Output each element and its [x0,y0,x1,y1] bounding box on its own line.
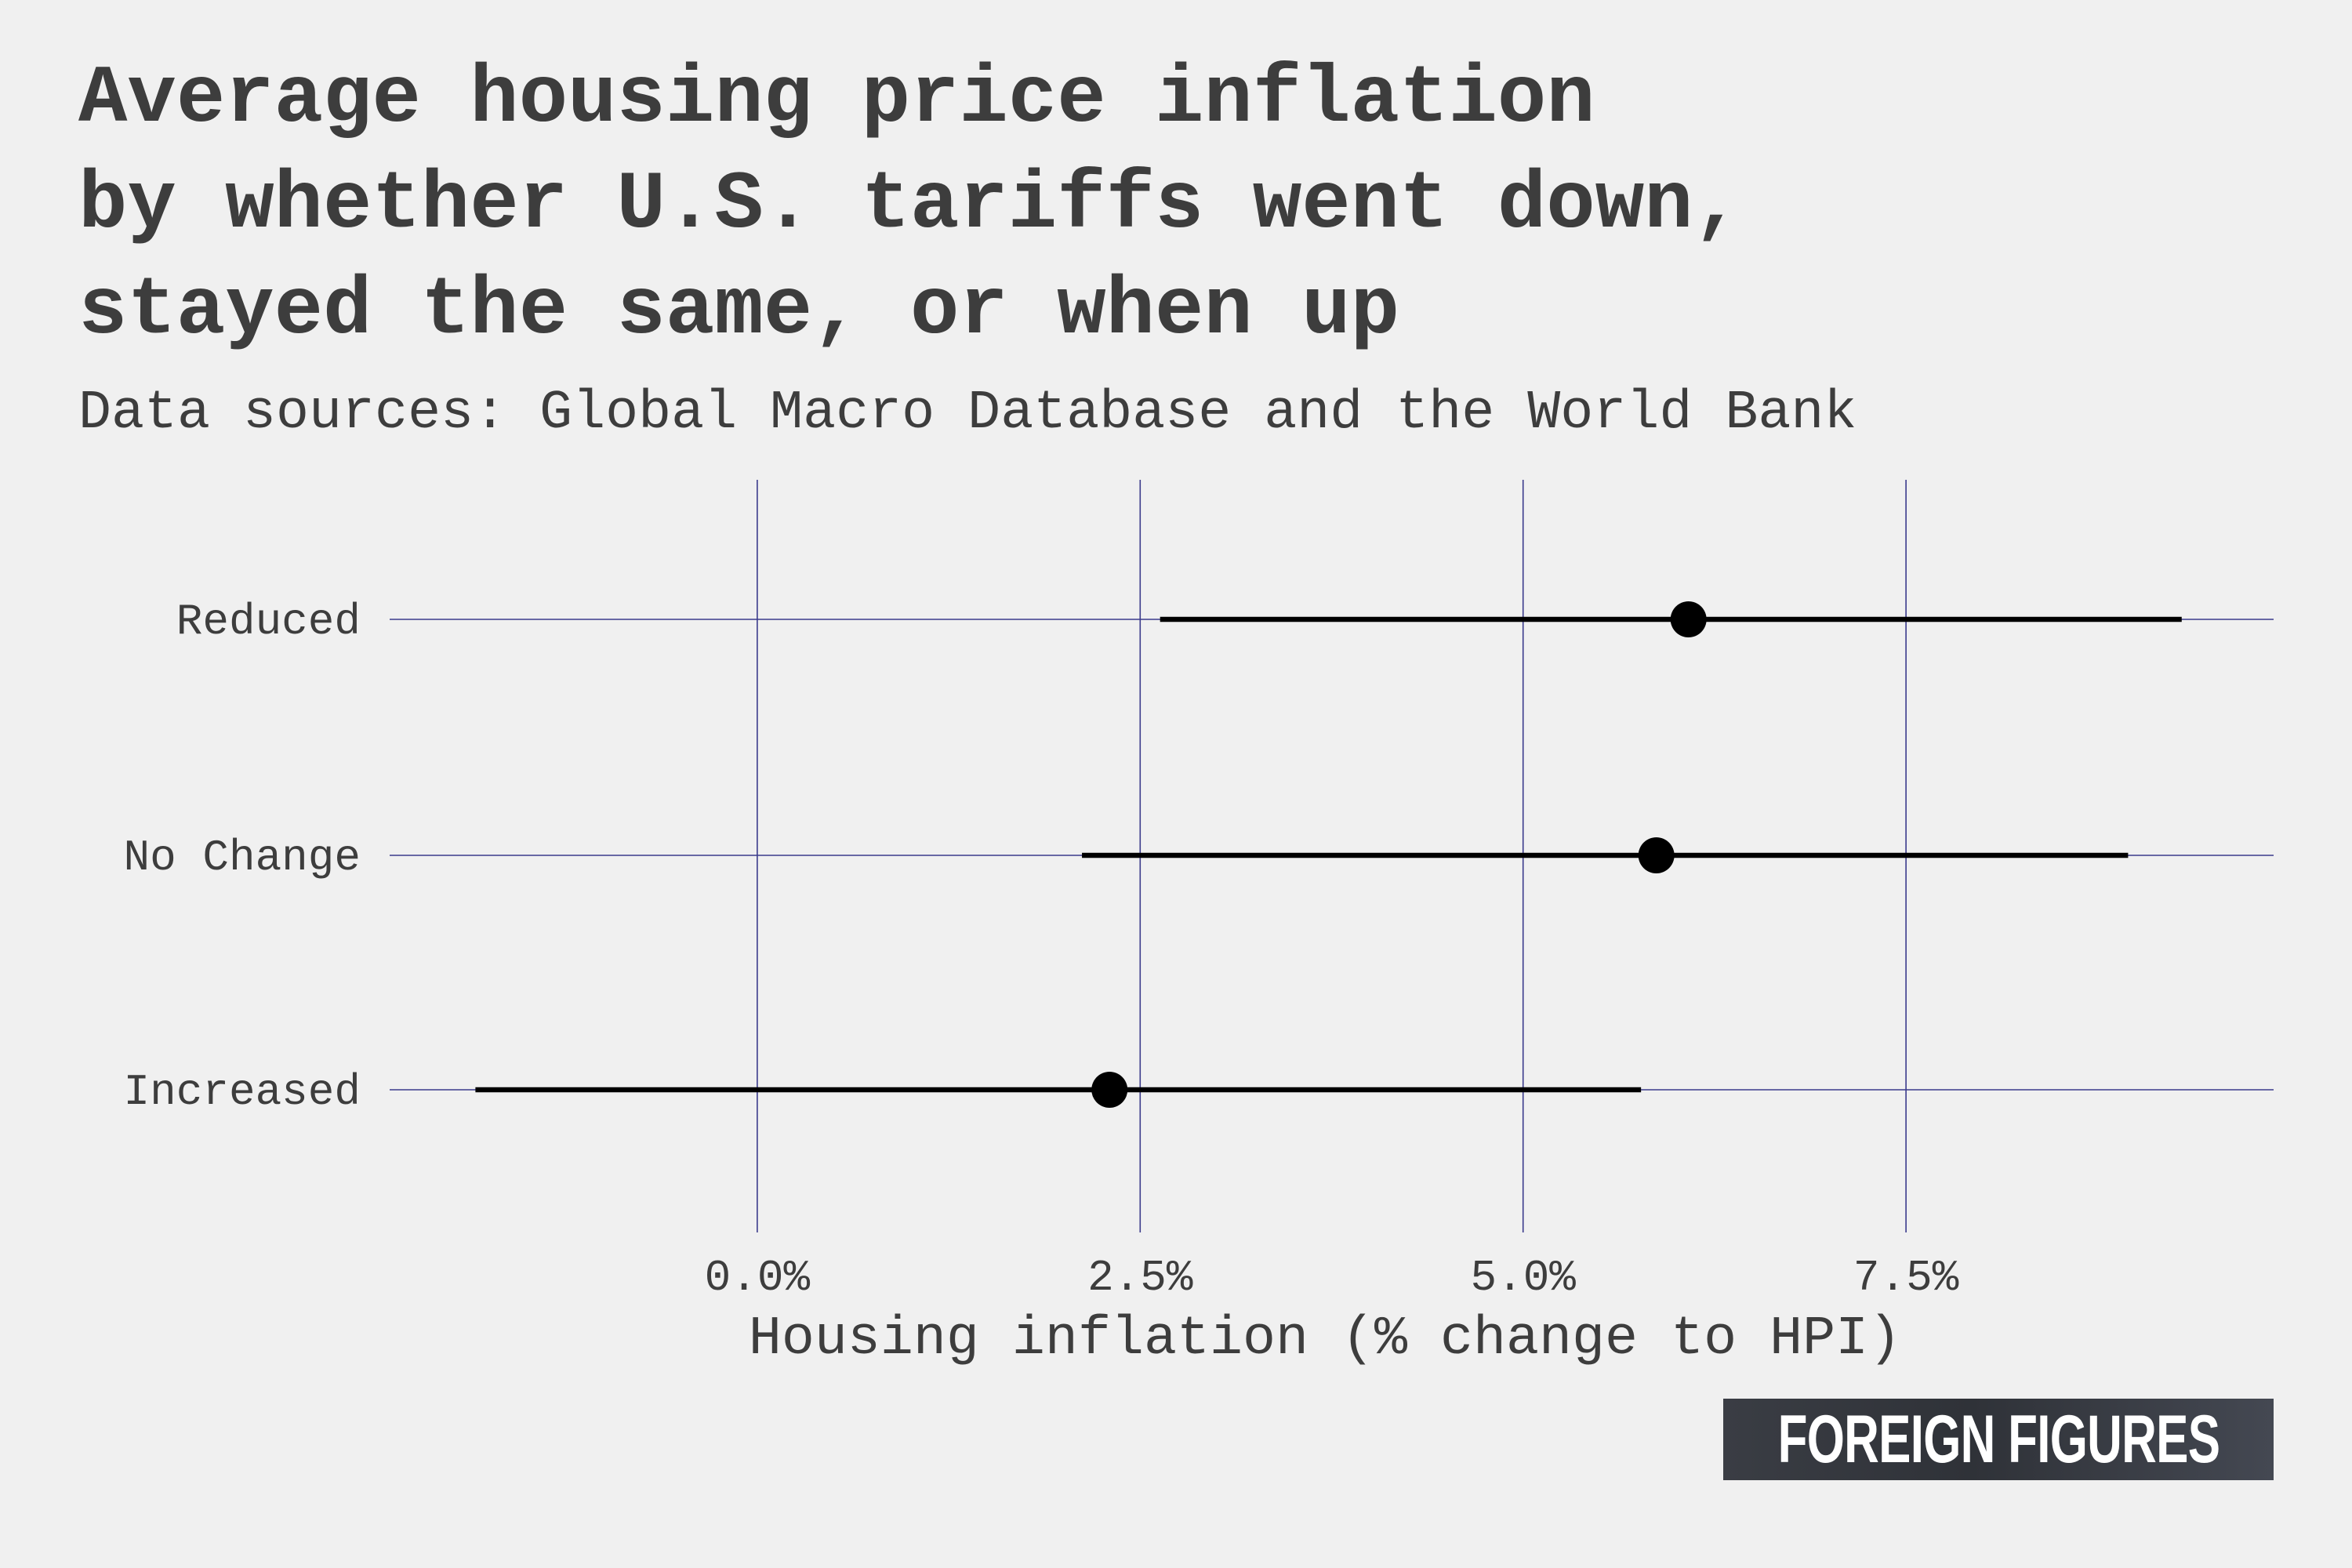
x-tick-label: 2.5% [1087,1253,1193,1303]
estimate-point [1091,1072,1128,1108]
category-label: Reduced [176,597,361,647]
category-label: Increased [124,1067,361,1117]
estimate-points [1091,601,1707,1108]
x-tick-label: 7.5% [1853,1253,1959,1303]
estimate-point [1670,601,1707,637]
chart-subtitle: Data sources: Global Macro Database and … [78,383,1857,445]
category-labels: Reduced No Change Increased [124,597,361,1117]
x-tick-labels: 0.0% 2.5% 5.0% 7.5% [705,1253,1959,1303]
x-tick-label: 5.0% [1470,1253,1576,1303]
category-label: No Change [124,833,361,883]
title-line-1: Average housing price inflation [78,53,1595,146]
x-axis-title: Housing inflation (% change to HPI) [749,1308,1901,1370]
title-line-2: by whether U.S. tariffs went down, [78,159,1742,252]
estimate-point [1638,837,1675,873]
x-tick-label: 0.0% [705,1253,811,1303]
interval-lines [475,616,2182,1093]
brand-logo-text: FOREIGN FIGURES [1777,1401,2220,1477]
brand-logo: FOREIGN FIGURES [1723,1399,2274,1480]
chart-title: Average housing price inflation by wheth… [78,47,2274,365]
title-line-3: stayed the same, or when up [78,265,1400,358]
